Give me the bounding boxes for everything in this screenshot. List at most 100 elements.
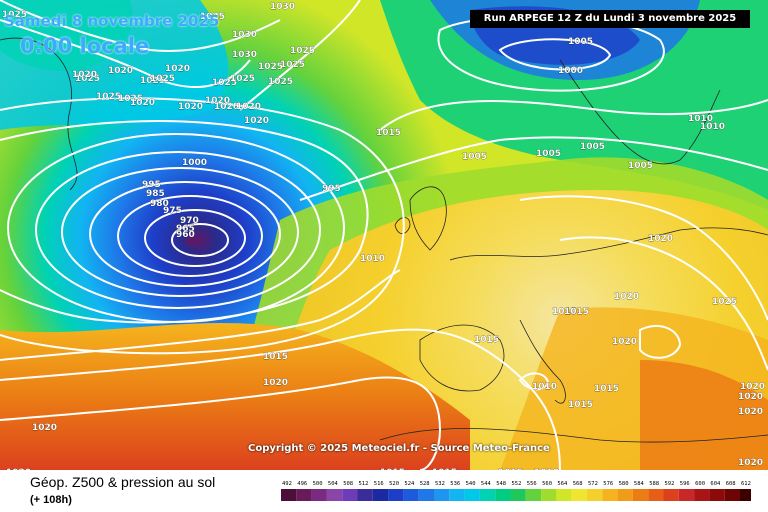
isobar-label: 1020 [612, 337, 637, 347]
scale-swatch [479, 489, 496, 501]
scale-swatch [342, 489, 358, 501]
isobar-1015-north [299, 136, 768, 201]
isobar-label: 1005 [462, 152, 487, 162]
isobar-label: 1025 [200, 12, 225, 22]
scale-swatch [694, 489, 710, 501]
isobar-label: 1025 [150, 74, 175, 84]
isobar-label: 1020 [130, 98, 155, 108]
ireland-coast [394, 217, 411, 235]
scale-label: 552 [512, 481, 522, 487]
isobar-label: 980 [150, 199, 169, 209]
scale-label: 512 [359, 481, 369, 487]
isobar-1010-south [0, 269, 401, 361]
isobar-label: 995 [142, 180, 161, 190]
scale-swatch [357, 489, 373, 501]
isobar-label: 1020 [165, 64, 190, 74]
isobar-label: 1005 [536, 149, 561, 159]
scale-label: 500 [313, 481, 323, 487]
forecast-date: Samedi 8 novembre 2025 [4, 12, 220, 30]
isobar-label: 1025 [212, 78, 237, 88]
scale-label: 612 [741, 481, 751, 487]
isobar-label: 1020 [614, 292, 639, 302]
scale-label: 520 [389, 481, 399, 487]
southeast-warm-field [640, 360, 768, 470]
isobar-label: 1015 [376, 128, 401, 138]
scale-swatch [326, 489, 343, 501]
isobar-1025-greenland [0, 0, 281, 52]
scale-swatch [571, 489, 587, 501]
isobar-label: 1025 [118, 94, 143, 104]
isobar-label: 1020 [738, 458, 763, 468]
scale-label: 600 [695, 481, 705, 487]
isobar-label: 995 [322, 184, 341, 194]
isobar-labels: 1025 102510301030102510251025102510301020… [2, 2, 765, 470]
isobar-label: 1010 [360, 254, 385, 264]
scale-label: 540 [466, 481, 476, 487]
scale-label: 556 [527, 481, 537, 487]
isobar-label: 1015 [380, 468, 405, 470]
isobar-label: 1020 [740, 382, 765, 392]
scale-label: 604 [710, 481, 721, 487]
scale-label: 568 [573, 481, 583, 487]
scale-swatch [296, 489, 312, 501]
isobar-label: 1020 [72, 70, 97, 80]
isobar-label: 1015 [474, 335, 499, 345]
scale-label: 508 [343, 481, 353, 487]
scale-swatch [388, 489, 404, 501]
isobar-label: 1020 [263, 378, 288, 388]
scale-swatch [418, 489, 434, 501]
isobar-975 [89, 181, 281, 287]
scale-swatch [525, 489, 542, 501]
isobar-label: 1005 [568, 37, 593, 47]
greenland-coast [0, 37, 78, 191]
isobar-1020-south [0, 376, 442, 470]
isobar-label: 1025 [2, 10, 27, 20]
isobar-lines [0, 0, 768, 470]
scale-swatch [495, 489, 511, 501]
isobar-1010-med [518, 372, 550, 391]
scale-label: 492 [282, 481, 292, 487]
scandinavia-coast [559, 59, 721, 165]
iberia-coast [419, 324, 505, 392]
isobar-label: 1020 [738, 407, 763, 417]
isobar-1015-east [519, 195, 768, 321]
isobar-label: 1030 [232, 30, 257, 40]
isobar-label: 1025 [280, 60, 305, 70]
isobar-label: 1015 [552, 307, 577, 317]
isobar-label: 1020 [205, 96, 230, 106]
isobar-label: 1020 [236, 102, 261, 112]
europe-north-coast [449, 227, 768, 261]
scale-swatch [541, 489, 557, 501]
scale-swatch [311, 489, 327, 501]
scale-swatch [556, 489, 572, 501]
isobar-label: 1000 [558, 66, 583, 76]
isobar-label: 1015 [432, 468, 457, 470]
isobar-980 [61, 167, 299, 297]
isobar-label: 1015 [564, 307, 589, 317]
isobar-label: 970 [180, 216, 199, 226]
isobar-1010-north [379, 99, 768, 131]
scale-swatch [617, 489, 633, 501]
isobar-970 [117, 195, 263, 277]
scale-swatch [403, 489, 419, 501]
scale-label: 580 [619, 481, 629, 487]
isobar-label: 1020 [738, 392, 763, 402]
scale-swatch [740, 489, 751, 501]
isobar-label: 1025 [96, 92, 121, 102]
scale-label: 544 [481, 481, 492, 487]
isobar-label: 1020 [108, 66, 133, 76]
isobar-label: 1025 [712, 297, 737, 307]
copyright-notice: Copyright © 2025 Meteociel.fr - Source M… [248, 443, 550, 454]
scale-label: 536 [450, 481, 460, 487]
isobar-label: 1025 [75, 74, 100, 84]
italy-coast [519, 319, 566, 404]
north-field [380, 0, 768, 210]
scale-swatch [648, 489, 664, 501]
color-scale-labels: 492 496 500 504 508 512 516 520 524 528 532 536 540 5… [282, 481, 751, 487]
isobar-1015-west [239, 0, 361, 111]
africa-coast [379, 428, 768, 443]
map-title: Géop. Z500 & pression au sol [30, 474, 216, 490]
isobar-label: 1015 [263, 352, 288, 362]
color-scale-swatches [281, 489, 751, 501]
